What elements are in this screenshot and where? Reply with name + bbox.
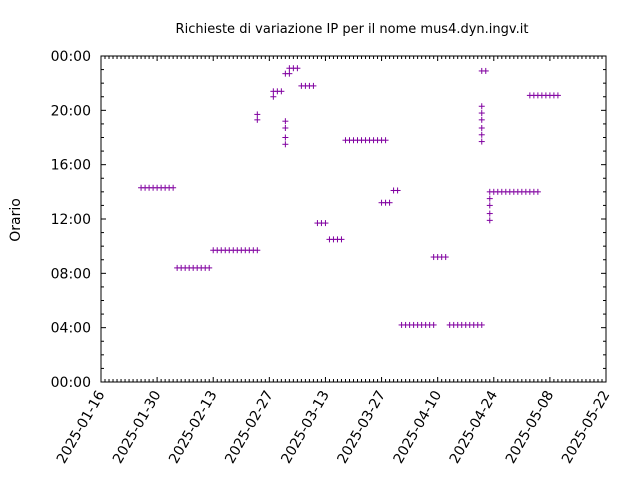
data-point [382, 137, 389, 144]
data-point [430, 321, 437, 328]
y-axis: 00:00 04:00 08:00 12:00 16:00 20:00 00:00 [51, 49, 606, 391]
x-tick-label: 2025-02-13 [166, 388, 221, 466]
data-points [138, 65, 561, 328]
x-tick-label: 2025-04-10 [391, 388, 446, 466]
data-point [322, 220, 329, 227]
y-tick-label: 04:00 [51, 321, 91, 337]
x-tick-label: 2025-04-24 [447, 388, 502, 467]
data-point [254, 247, 261, 254]
data-point [254, 116, 261, 123]
data-point [482, 67, 489, 74]
x-tick-label: 2025-05-22 [559, 388, 614, 466]
data-point [486, 217, 493, 224]
data-point [442, 254, 449, 261]
data-point [478, 138, 485, 145]
y-tick-label: 16:00 [51, 158, 91, 174]
data-point [478, 321, 485, 328]
data-point [206, 264, 213, 271]
x-tick-label: 2025-05-08 [503, 388, 558, 466]
data-point [282, 124, 289, 131]
data-point [486, 210, 493, 217]
data-point [170, 184, 177, 191]
data-point [534, 188, 541, 195]
data-point [282, 118, 289, 125]
x-axis: 2025-01-16 2025-01-30 2025-02-13 2025-02-27… [54, 56, 614, 467]
x-tick-label: 2025-01-30 [110, 388, 165, 466]
data-point [282, 134, 289, 141]
data-point [554, 92, 561, 99]
data-point [338, 236, 345, 243]
data-point [486, 195, 493, 202]
y-axis-label: Orario [8, 198, 24, 242]
x-tick-label: 2025-01-16 [54, 388, 109, 467]
x-tick-label: 2025-02-27 [222, 388, 277, 466]
y-tick-label: 12:00 [51, 212, 91, 228]
data-point [270, 93, 277, 100]
data-point [478, 131, 485, 138]
data-point [282, 141, 289, 148]
data-point [394, 187, 401, 194]
data-point [478, 124, 485, 131]
y-tick-label: 20:00 [51, 103, 91, 119]
x-tick-label: 2025-03-13 [278, 388, 333, 466]
data-point [478, 110, 485, 117]
x-tick-label: 2025-03-27 [334, 388, 389, 466]
plot-frame [100, 55, 607, 383]
y-tick-label: 00:00 [51, 375, 91, 391]
data-point [310, 82, 317, 89]
data-point [286, 70, 293, 77]
y-tick-label: 00:00 [51, 49, 91, 65]
data-point [386, 199, 393, 206]
y-tick-label: 08:00 [51, 266, 91, 282]
chart-title: Richieste di variazione IP per il nome m… [176, 22, 529, 37]
data-point [478, 116, 485, 123]
data-point [278, 88, 285, 95]
data-point [294, 65, 301, 72]
data-point [254, 111, 261, 118]
data-point [486, 202, 493, 209]
data-point [478, 103, 485, 110]
